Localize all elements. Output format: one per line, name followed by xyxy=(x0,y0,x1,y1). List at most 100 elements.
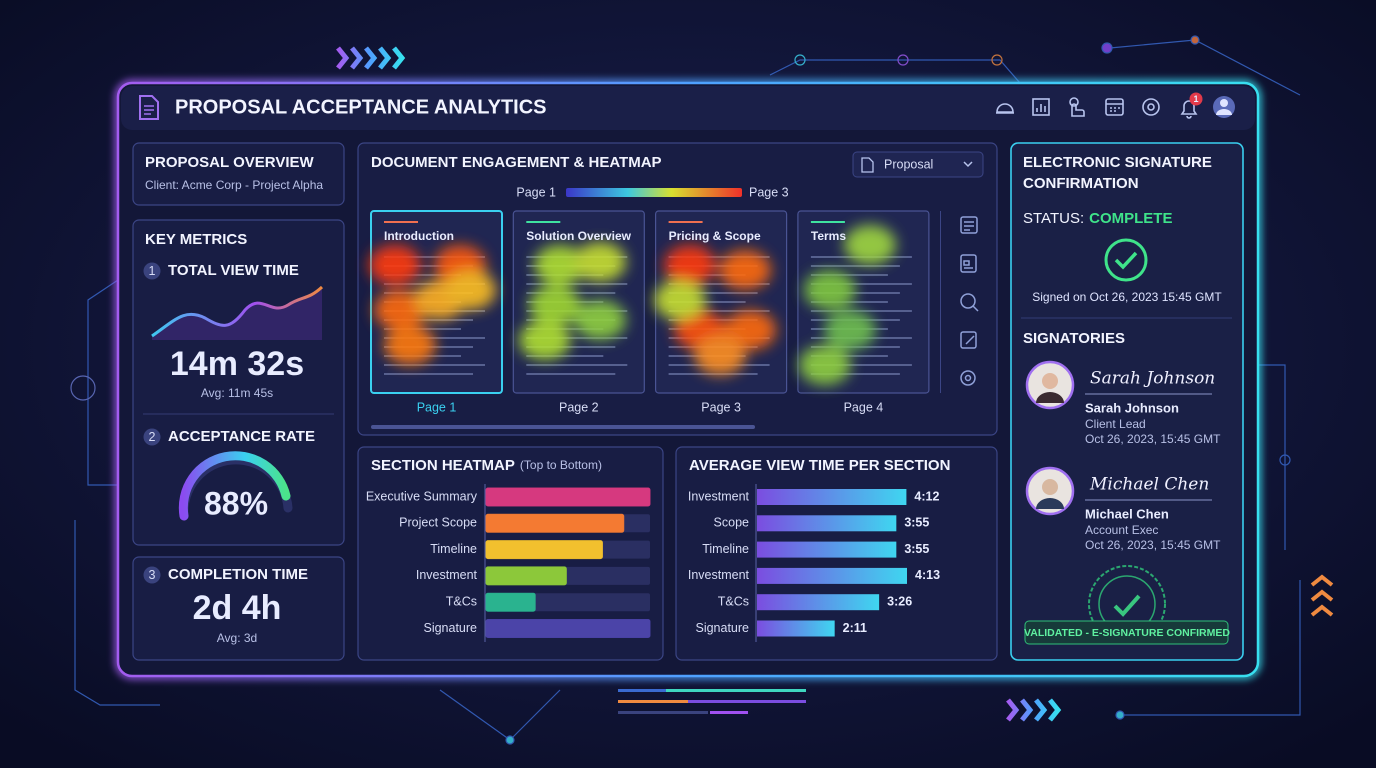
decor-circle xyxy=(964,374,972,382)
page-thumbnail[interactable]: Introduction xyxy=(369,210,503,394)
overview-panel xyxy=(132,142,345,206)
tool-icon[interactable] xyxy=(960,293,979,312)
validated-text: VALIDATED - E-SIGNATURE CONFIRMED xyxy=(1024,627,1230,639)
page-thumbnail[interactable]: Pricing & Scope xyxy=(654,210,788,394)
metric-label: COMPLETION TIME xyxy=(168,566,308,583)
signature-panel xyxy=(1010,142,1244,661)
metrics-title: KEY METRICS xyxy=(145,231,247,248)
heat-blobs xyxy=(519,242,626,360)
heat-blob xyxy=(574,300,626,340)
bar xyxy=(485,619,651,638)
nav-icon[interactable] xyxy=(1105,98,1124,116)
decor-rect xyxy=(1032,98,1050,116)
bottom-bars xyxy=(618,689,806,714)
bar xyxy=(757,620,835,637)
page-label: Page 4 xyxy=(844,400,884,414)
text-line xyxy=(526,364,628,366)
signer-role: Account Exec xyxy=(1085,523,1158,537)
decor-rect xyxy=(688,700,806,703)
text-line xyxy=(668,283,770,285)
metric-number-badge xyxy=(143,566,161,584)
heat-blob xyxy=(574,242,626,282)
decor-circle xyxy=(1190,35,1200,45)
nav-icon[interactable] xyxy=(1142,98,1160,116)
bar xyxy=(757,515,897,532)
tool-icon[interactable] xyxy=(960,216,978,234)
nav-icon[interactable] xyxy=(1069,97,1085,117)
signature-title: ELECTRONIC SIGNATURE xyxy=(1023,154,1212,171)
decor-rect xyxy=(618,711,708,714)
decor-path xyxy=(1006,698,1062,722)
avatar xyxy=(1025,466,1075,516)
bar xyxy=(485,513,625,533)
category-label: Signature xyxy=(695,621,749,635)
text-line xyxy=(384,256,485,258)
decor-path xyxy=(965,335,975,345)
text-line xyxy=(384,265,473,267)
decor-circle xyxy=(1279,454,1291,466)
page-thumbnail[interactable]: Terms xyxy=(797,210,930,394)
heading-accent xyxy=(526,221,561,223)
nav-icon[interactable] xyxy=(996,103,1014,114)
tool-icon[interactable] xyxy=(960,254,977,273)
nav-icon[interactable] xyxy=(1032,98,1050,116)
charts: Executive Summary Project Scope Timeline In… xyxy=(366,487,940,638)
document-dropdown[interactable]: Proposal xyxy=(852,151,984,178)
decor-path xyxy=(1036,104,1046,112)
category-label: Timeline xyxy=(430,542,477,556)
avatar-head xyxy=(1042,479,1058,495)
tool-icon[interactable] xyxy=(960,331,977,349)
text-line xyxy=(810,265,900,267)
text-line xyxy=(384,337,485,339)
decor-circle xyxy=(960,370,976,386)
engagement-title: DOCUMENT ENGAGEMENT & HEATMAP xyxy=(371,154,662,171)
text-line xyxy=(668,310,770,312)
header: PROPOSAL ACCEPTANCE ANALYTICS 1 xyxy=(139,92,1235,120)
text-line xyxy=(526,337,628,339)
heat-blob xyxy=(799,345,851,385)
heat-blob xyxy=(529,285,581,325)
value-label: 3:55 xyxy=(904,542,929,556)
text-line xyxy=(810,373,900,375)
heat-blob xyxy=(374,290,426,330)
text-line xyxy=(810,283,912,285)
metric-value: 2d 4h xyxy=(193,589,282,627)
text-line xyxy=(668,301,746,303)
metric-number-badge xyxy=(143,428,161,446)
value-label: 3:26 xyxy=(887,594,912,608)
heat-blob xyxy=(664,245,716,285)
heat-blob xyxy=(844,225,896,265)
category-label: Signature xyxy=(423,621,477,635)
metric-value: 88% xyxy=(204,485,268,521)
text-line xyxy=(384,373,473,375)
decor-rect xyxy=(960,254,977,273)
decor-path xyxy=(1071,103,1085,117)
validated-badge xyxy=(1024,620,1229,645)
text-line xyxy=(526,283,628,285)
tool-icon[interactable] xyxy=(960,370,976,386)
decor-rect xyxy=(618,689,666,692)
category-label: T&Cs xyxy=(446,594,477,608)
text-line xyxy=(810,364,912,366)
heat-blob xyxy=(369,245,421,285)
legend-start: Page 1 xyxy=(516,185,556,199)
avatar-head xyxy=(1042,373,1058,389)
decor-path xyxy=(1216,109,1232,115)
decor-path xyxy=(1106,103,1123,112)
user-avatar[interactable] xyxy=(1213,96,1235,118)
heat-blob xyxy=(719,250,771,290)
decor-circle xyxy=(1147,103,1155,111)
heat-legend xyxy=(566,188,742,197)
decor-circle xyxy=(794,54,806,66)
gauge xyxy=(178,451,291,521)
decor-path xyxy=(963,161,973,168)
text-line xyxy=(384,274,461,276)
chevrons xyxy=(336,46,1334,722)
decor-circle xyxy=(70,375,96,401)
scrollbar[interactable] xyxy=(371,425,755,429)
page-heading: Pricing & Scope xyxy=(669,229,761,243)
bar xyxy=(485,540,603,560)
page-thumbnail[interactable]: Solution Overview xyxy=(512,210,645,394)
bar xyxy=(757,489,907,505)
